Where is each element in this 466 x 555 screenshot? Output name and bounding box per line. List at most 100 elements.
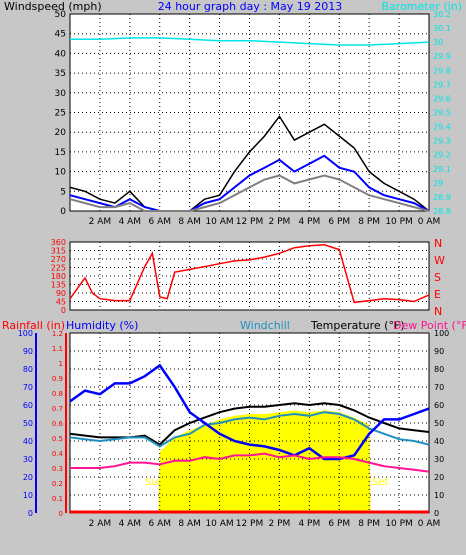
y-tick-label: 30.2 bbox=[433, 10, 451, 19]
compass-label: N bbox=[434, 305, 442, 318]
y-tick-label: 60 bbox=[23, 401, 33, 410]
wind-x-ticks: 2 AM 4 AM 6 AM 8 AM 10 AM 12 PM 2 PM 4 PM 6 PM 8 … bbox=[89, 217, 441, 227]
barometer-axis-label: Barometer (in) bbox=[382, 0, 463, 13]
temperature-label: Temperature (°F) bbox=[310, 319, 405, 332]
x-tick-label: 8 PM bbox=[358, 519, 380, 529]
x-tick-label: 6 PM bbox=[328, 519, 350, 529]
y-tick-label: 29.5 bbox=[433, 109, 451, 118]
windspeed-axis-label: Windspeed (mph) bbox=[4, 0, 102, 13]
wind-left-ticks: 0 5 10 15 20 25 30 35 40 45 50 bbox=[55, 10, 67, 217]
y-tick-label: 60 bbox=[434, 401, 444, 410]
wind-gust-line bbox=[69, 115, 430, 212]
sunset-label: Set bbox=[372, 477, 389, 488]
y-tick-label: 0.8 bbox=[52, 390, 63, 398]
y-tick-label: 0.4 bbox=[52, 450, 64, 458]
y-tick-label: 29.8 bbox=[433, 66, 451, 75]
x-tick-label: 10 PM bbox=[385, 519, 413, 529]
y-tick-label: 10 bbox=[55, 168, 67, 178]
y-tick-label: 70 bbox=[434, 383, 444, 392]
y-tick-label: 15 bbox=[55, 148, 66, 158]
daylight-area bbox=[158, 410, 371, 513]
y-tick-label: 29.3 bbox=[433, 137, 451, 146]
x-tick-label: 2 AM bbox=[89, 217, 112, 227]
x-tick-label: 0 AM bbox=[418, 519, 441, 529]
y-tick-label: 0 bbox=[59, 510, 63, 518]
y-tick-label: 20 bbox=[434, 473, 444, 482]
wind-average-line bbox=[69, 154, 430, 212]
y-tick-label: 270 bbox=[51, 255, 66, 264]
sunrise-label: Sun bbox=[145, 477, 164, 488]
y-tick-label: 28.8 bbox=[433, 207, 451, 216]
daylight-fill bbox=[158, 410, 371, 513]
y-tick-label: 0.1 bbox=[52, 495, 63, 503]
x-tick-label: 8 PM bbox=[358, 217, 380, 227]
temperature-panel: Rainfall (in) Humidity (%) Windchill Tem… bbox=[2, 319, 466, 529]
y-tick-label: 29 bbox=[433, 179, 443, 188]
x-tick-label: 2 PM bbox=[269, 217, 291, 227]
y-tick-label: 40 bbox=[23, 437, 33, 446]
y-tick-label: 70 bbox=[23, 383, 33, 392]
y-tick-label: 29.9 bbox=[433, 52, 451, 61]
x-tick-label: 6 AM bbox=[148, 519, 171, 529]
rainfall-axis-label: Rainfall (in) bbox=[2, 319, 65, 332]
y-tick-label: 90 bbox=[434, 347, 444, 356]
y-tick-label: 360 bbox=[51, 238, 66, 247]
y-tick-label: 0.2 bbox=[52, 480, 63, 488]
y-tick-label: 20 bbox=[55, 128, 67, 138]
temperature-series bbox=[69, 363, 430, 514]
y-tick-label: 0.5 bbox=[52, 435, 63, 443]
humidity-axis-label: Humidity (%) bbox=[66, 319, 138, 332]
y-tick-label: 10 bbox=[23, 491, 33, 500]
y-tick-label: 35 bbox=[55, 69, 66, 79]
y-tick-label: 29.6 bbox=[433, 94, 451, 103]
wind-plot-area bbox=[69, 13, 430, 212]
y-tick-label: 180 bbox=[51, 272, 66, 281]
y-tick-label: 50 bbox=[23, 419, 33, 428]
y-tick-label: 30 bbox=[434, 455, 444, 464]
wind-direction-line bbox=[69, 244, 430, 304]
compass-label: W bbox=[434, 254, 445, 267]
x-tick-label: 4 AM bbox=[119, 519, 142, 529]
y-tick-label: 1.1 bbox=[52, 345, 63, 353]
x-tick-label: 8 AM bbox=[178, 217, 201, 227]
compass-label: S bbox=[434, 271, 441, 284]
y-tick-label: 30 bbox=[23, 455, 33, 464]
rainfall-ticks: 0 0.1 0.2 0.3 0.4 0.5 0.6 0.7 0.8 0.9 1 1.1 1.2 bbox=[52, 330, 64, 518]
y-tick-label: 30 bbox=[433, 38, 443, 47]
x-tick-label: 10 AM bbox=[205, 217, 233, 227]
barometer-right-ticks: 28.8 28.9 29 29.1 29.2 29.3 29.4 29.5 29.6 29.7 29… bbox=[433, 10, 451, 216]
y-tick-label: 100 bbox=[434, 329, 449, 338]
y-tick-label: 45 bbox=[56, 298, 66, 307]
compass-label: E bbox=[434, 288, 441, 301]
x-tick-label: 10 AM bbox=[205, 519, 233, 529]
y-tick-label: 0 bbox=[28, 509, 33, 518]
y-tick-label: 100 bbox=[18, 329, 33, 338]
y-tick-label: 0.6 bbox=[52, 420, 64, 428]
y-tick-label: 5 bbox=[60, 187, 66, 197]
y-tick-label: 29.2 bbox=[433, 151, 451, 160]
x-tick-label: 6 AM bbox=[148, 217, 171, 227]
y-tick-label: 90 bbox=[56, 289, 66, 298]
temperature-x-ticks: 2 AM 4 AM 6 AM 8 AM 10 AM 12 PM 2 PM 4 PM 6 PM 8 … bbox=[89, 519, 441, 529]
y-tick-label: 30.1 bbox=[433, 24, 451, 33]
y-tick-label: 1 bbox=[59, 360, 63, 368]
y-tick-label: 40 bbox=[434, 437, 444, 446]
x-tick-label: 4 AM bbox=[119, 217, 142, 227]
y-tick-label: 80 bbox=[23, 365, 33, 374]
y-tick-label: 20 bbox=[23, 473, 33, 482]
wind-series bbox=[69, 37, 430, 212]
dew-point-line bbox=[70, 452, 430, 473]
y-tick-label: 29.1 bbox=[433, 165, 451, 174]
x-tick-label: 0 AM bbox=[418, 217, 441, 227]
x-tick-label: 2 AM bbox=[89, 519, 112, 529]
windchill-label: Windchill bbox=[240, 319, 290, 332]
y-tick-label: 10 bbox=[434, 491, 444, 500]
y-tick-label: 50 bbox=[55, 10, 67, 20]
barometer-line bbox=[70, 37, 430, 46]
x-tick-label: 4 PM bbox=[298, 519, 320, 529]
y-tick-label: 29.7 bbox=[433, 80, 451, 89]
wind-sustained-line bbox=[69, 174, 430, 212]
y-tick-label: 28.9 bbox=[433, 193, 451, 202]
